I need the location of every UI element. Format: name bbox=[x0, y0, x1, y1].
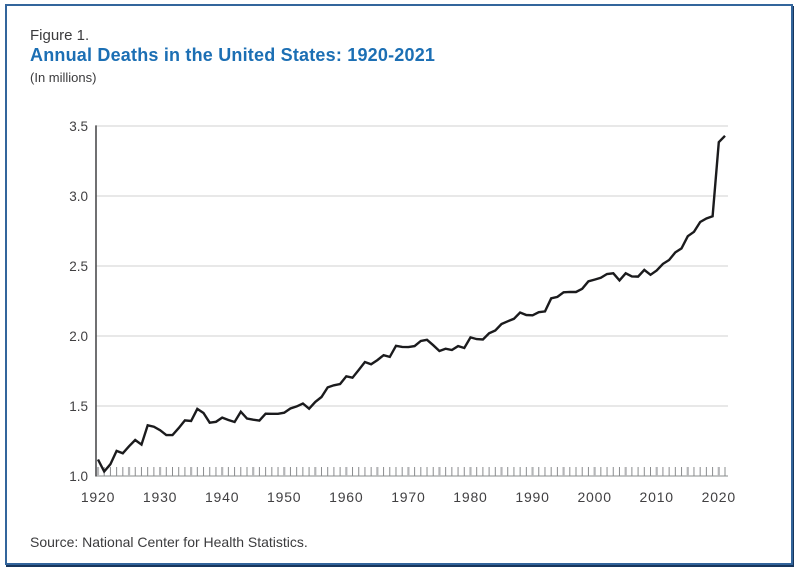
x-axis-tick-label: 1990 bbox=[515, 489, 549, 505]
x-axis-tick-label: 1930 bbox=[143, 489, 177, 505]
x-axis-tick-label: 1960 bbox=[329, 489, 363, 505]
x-axis-tick-label: 2020 bbox=[702, 489, 736, 505]
x-axis-tick-label: 1940 bbox=[205, 489, 239, 505]
y-axis-tick-label: 3.0 bbox=[69, 189, 88, 204]
y-axis-tick-label: 2.5 bbox=[69, 259, 88, 274]
x-axis-tick-label: 1970 bbox=[391, 489, 425, 505]
figure-source: Source: National Center for Health Stati… bbox=[30, 534, 308, 550]
x-axis-tick-label: 2010 bbox=[640, 489, 674, 505]
figure-label: Figure 1. bbox=[30, 27, 90, 44]
y-axis-tick-label: 1.0 bbox=[69, 469, 88, 484]
y-axis-tick-label: 3.5 bbox=[69, 119, 88, 134]
x-axis-tick-label: 2000 bbox=[577, 489, 611, 505]
y-axis-tick-label: 1.5 bbox=[69, 399, 88, 414]
x-axis-tick-label: 1920 bbox=[81, 489, 115, 505]
figure-units-note: (In millions) bbox=[30, 70, 97, 85]
y-axis-tick-label: 2.0 bbox=[69, 329, 88, 344]
figure-title: Annual Deaths in the United States: 1920… bbox=[30, 45, 436, 65]
annual-deaths-line bbox=[96, 134, 726, 474]
x-axis-tick-label: 1980 bbox=[453, 489, 487, 505]
x-axis-tick-label: 1950 bbox=[267, 489, 301, 505]
